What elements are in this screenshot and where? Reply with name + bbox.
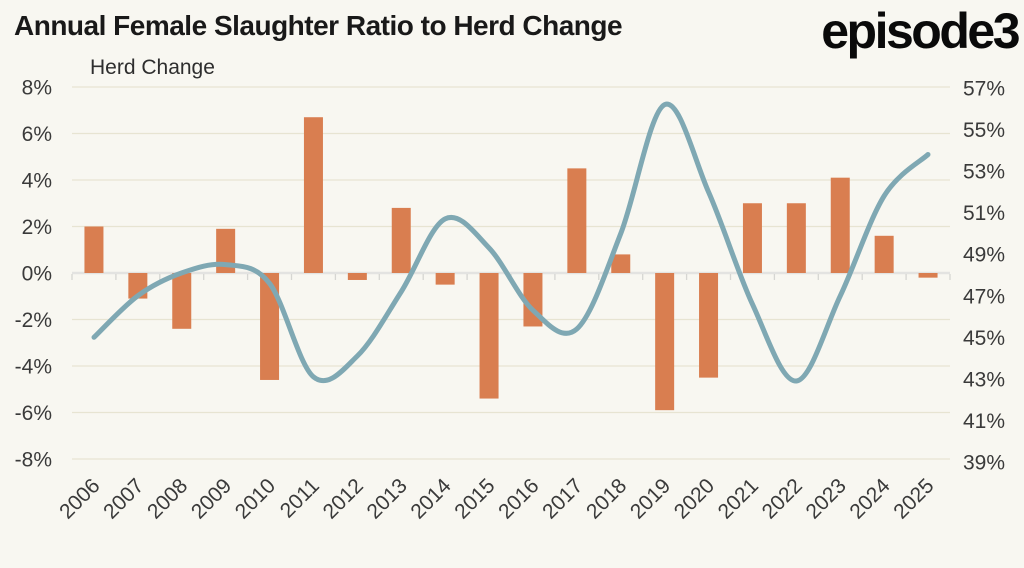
x-axis-year-label: 2017 bbox=[538, 474, 587, 523]
bar-2017 bbox=[567, 168, 587, 273]
left-axis-tick-label: 8% bbox=[22, 77, 52, 100]
right-axis-tick-label: 57% bbox=[963, 78, 1005, 101]
bar-2023 bbox=[830, 177, 850, 273]
x-axis-year-label: 2010 bbox=[231, 474, 280, 523]
bar-2013 bbox=[391, 207, 411, 273]
bar-2006 bbox=[84, 226, 104, 273]
x-axis-year-label: 2006 bbox=[55, 474, 104, 523]
right-axis-tick-label: 51% bbox=[963, 202, 1005, 225]
bar-2011 bbox=[303, 117, 323, 273]
right-axis-tick-label: 43% bbox=[963, 368, 1005, 391]
x-axis-year-label: 2023 bbox=[801, 474, 850, 523]
x-axis-year-label: 2015 bbox=[450, 474, 499, 523]
bar-2012 bbox=[347, 273, 367, 280]
x-axis-year-label: 2019 bbox=[626, 474, 675, 523]
right-axis-tick-label: 39% bbox=[963, 452, 1005, 475]
left-axis-tick-label: -8% bbox=[15, 449, 52, 472]
x-axis-year-label: 2025 bbox=[889, 474, 938, 523]
right-axis-tick-label: 41% bbox=[963, 410, 1005, 433]
bar-2020 bbox=[699, 273, 719, 378]
bar-2010 bbox=[260, 273, 280, 380]
right-axis-tick-label: 49% bbox=[963, 244, 1005, 267]
x-axis-year-label: 2018 bbox=[582, 474, 631, 523]
bar-2025 bbox=[918, 273, 938, 278]
x-axis-year-label: 2007 bbox=[99, 474, 148, 523]
bar-2021 bbox=[742, 203, 762, 273]
bar-2014 bbox=[435, 273, 455, 285]
left-axis-tick-label: 2% bbox=[22, 216, 52, 239]
x-axis-year-label: 2020 bbox=[670, 474, 719, 523]
right-axis-tick-label: 47% bbox=[963, 285, 1005, 308]
x-axis-year-label: 2012 bbox=[319, 474, 368, 523]
x-axis-year-label: 2013 bbox=[362, 474, 411, 523]
x-axis-year-label: 2008 bbox=[143, 474, 192, 523]
right-axis-tick-label: 55% bbox=[963, 119, 1005, 142]
slaughter-ratio-line bbox=[91, 101, 931, 384]
left-axis-tick-label: 6% bbox=[22, 123, 52, 146]
bar-2019 bbox=[655, 273, 675, 411]
left-axis-tick-label: -2% bbox=[15, 309, 52, 332]
left-axis-tick-label: 4% bbox=[22, 170, 52, 193]
left-axis-tick-label: -6% bbox=[15, 402, 52, 425]
x-axis-year-label: 2024 bbox=[845, 474, 895, 524]
x-axis-year-label: 2009 bbox=[187, 474, 236, 523]
right-axis-tick-label: 53% bbox=[963, 161, 1005, 184]
x-axis-year-label: 2016 bbox=[494, 474, 543, 523]
bar-2024 bbox=[874, 235, 894, 273]
x-axis-year-label: 2022 bbox=[758, 474, 807, 523]
right-axis-tick-label: 45% bbox=[963, 327, 1005, 350]
chart-title: Annual Female Slaughter Ratio to Herd Ch… bbox=[14, 10, 623, 41]
left-axis-tick-label: -4% bbox=[15, 356, 52, 379]
left-axis-tick-label: 0% bbox=[22, 263, 52, 286]
bar-2018 bbox=[611, 254, 631, 273]
legend-herd-change: Herd Change bbox=[90, 56, 215, 79]
x-axis-year-label: 2011 bbox=[276, 474, 324, 522]
bar-2022 bbox=[786, 203, 806, 273]
bar-2008 bbox=[172, 273, 192, 329]
episode3-logo: episode3 bbox=[821, 3, 1020, 59]
bar-2015 bbox=[479, 273, 499, 399]
x-axis-year-label: 2014 bbox=[406, 474, 456, 524]
x-axis-year-label: 2021 bbox=[714, 474, 763, 523]
